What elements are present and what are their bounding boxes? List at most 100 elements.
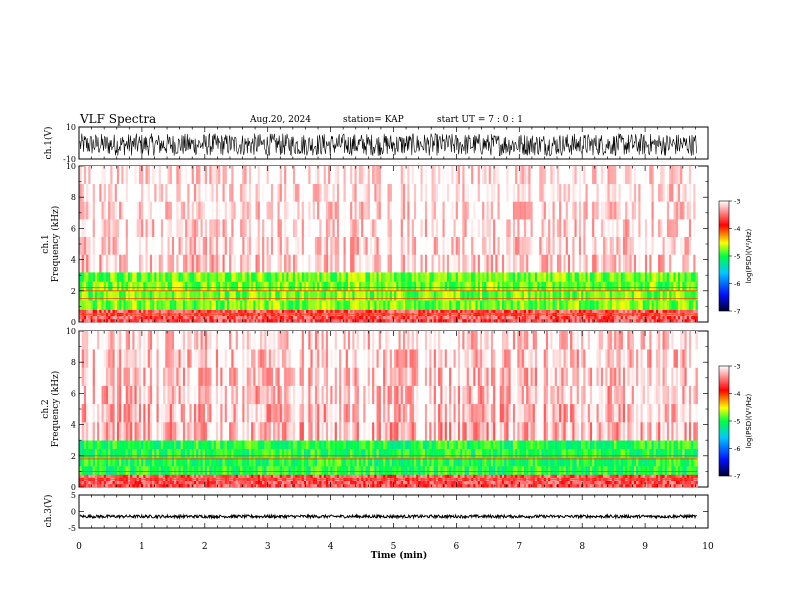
spectrogram-cell: [220, 440, 223, 450]
spectrogram-cell: [321, 272, 324, 282]
spectrogram-cell: [589, 219, 593, 237]
spectrogram-cell: [554, 183, 558, 202]
spectrogram-cell: [121, 422, 124, 441]
spectrogram-cell: [486, 219, 489, 237]
spectrogram-cell: [534, 201, 538, 220]
spectrogram-cell: [264, 272, 267, 282]
spectrogram-cell: [607, 183, 610, 202]
spectrogram-cell: [620, 315, 624, 320]
spectrogram-cell: [629, 300, 632, 310]
spectrogram-cell: [545, 315, 549, 320]
spectrogram-cell: [499, 166, 503, 184]
spectrogram-cell: [479, 281, 483, 292]
spectrogram-cell: [231, 315, 234, 320]
spectrogram-cell: [328, 281, 331, 292]
spectrogram-cell: [171, 300, 175, 310]
spectrogram-cell: [539, 201, 542, 220]
spectrogram-cell: [290, 272, 294, 282]
spectrogram-cell: [605, 201, 608, 220]
spectrogram-cell: [297, 219, 300, 237]
spectrogram-cell: [567, 272, 571, 282]
spectrogram-cell: [563, 300, 566, 310]
spectrogram-cell: [211, 422, 214, 441]
spectrogram-cell: [196, 385, 199, 405]
spectrogram-cell: [438, 166, 441, 184]
spectrogram-cell: [226, 483, 230, 488]
spectrogram-cell: [534, 318, 538, 323]
spectrogram-cell: [389, 201, 393, 220]
spectrogram-cell: [407, 236, 410, 255]
spectrogram-cell: [550, 281, 553, 292]
spectrogram-cell: [169, 318, 173, 323]
spectrogram-cell: [132, 367, 135, 386]
spectrogram-cell: [578, 272, 582, 282]
spectrogram-cell: [574, 318, 577, 323]
spectrogram-cell: [607, 236, 610, 255]
spectrogram-cell: [130, 474, 133, 478]
spectrogram-cell: [504, 315, 507, 320]
spectrogram-cell: [158, 385, 162, 405]
spectrogram-cell: [149, 331, 153, 350]
spectrogram-cell: [321, 290, 324, 301]
spectrogram-cell: [649, 300, 652, 310]
spectrogram-cell: [438, 281, 441, 292]
spectrogram-cell: [420, 254, 423, 273]
spectrogram-cell: [152, 281, 155, 292]
spectrogram-cell: [295, 281, 298, 292]
spectrogram-cell: [158, 290, 162, 301]
spectrogram-cell: [618, 254, 621, 273]
spectrogram-cell: [200, 448, 203, 458]
spectrogram-cell: [376, 315, 379, 320]
spectrogram-cell: [339, 272, 342, 282]
spectrogram-cell: [268, 281, 272, 292]
spectrogram-cell: [611, 183, 615, 202]
spectrogram-cell: [572, 309, 575, 313]
spectrogram-cell: [156, 236, 159, 255]
spectrogram-cell: [108, 309, 111, 313]
spectrogram-cell: [180, 483, 184, 488]
spectrogram-cell: [281, 272, 285, 282]
spectrogram-cell: [259, 300, 263, 310]
spectrogram-cell: [262, 318, 265, 323]
spectrogram-cell: [79, 309, 82, 313]
spectrogram-cell: [642, 219, 646, 237]
spectrogram-cell: [537, 290, 540, 301]
spectrogram-cell: [193, 465, 197, 475]
spectrogram-cell: [460, 272, 463, 282]
spectrogram-cell: [449, 281, 452, 292]
spectrogram-cell: [86, 480, 89, 485]
spectrogram-cell: [526, 318, 529, 323]
spectrogram-cell: [343, 300, 346, 310]
spectrogram-cell: [211, 474, 214, 478]
spectrogram-cell: [484, 166, 487, 184]
spectrogram-cell: [361, 166, 364, 184]
spectrogram-cell: [116, 318, 120, 323]
spectrogram-cell: [86, 166, 89, 184]
spectrogram-cell: [156, 465, 159, 475]
spectrogram-cell: [141, 403, 144, 423]
spectrogram-cell: [658, 166, 661, 184]
spectrogram-cell: [185, 219, 188, 237]
spectrogram-cell: [466, 236, 470, 255]
spectrogram-cell: [462, 166, 465, 184]
spectrogram-cell: [387, 300, 390, 310]
spectrogram-cell: [242, 403, 245, 423]
spectrogram-cell: [385, 272, 388, 282]
spectrogram-cell: [193, 315, 197, 320]
spectrogram-cell: [433, 183, 437, 202]
spectrogram-cell: [310, 183, 313, 202]
spectrogram-cell: [295, 183, 298, 202]
spectrogram-cell: [455, 201, 459, 220]
spectrogram-cell: [620, 272, 624, 282]
spectrogram-cell: [119, 440, 122, 450]
spectrogram-cell: [215, 457, 219, 467]
spectrogram-cell: [451, 318, 454, 323]
spectrogram-cell: [614, 201, 617, 220]
spectrogram-cell: [273, 183, 276, 202]
spectrogram-cell: [611, 290, 615, 301]
spectrogram-cell: [576, 318, 580, 323]
spectrogram-cell: [218, 183, 221, 202]
spectrogram-cell: [288, 300, 291, 310]
spectrogram-cell: [110, 309, 113, 313]
spectrogram-cell: [207, 254, 210, 273]
